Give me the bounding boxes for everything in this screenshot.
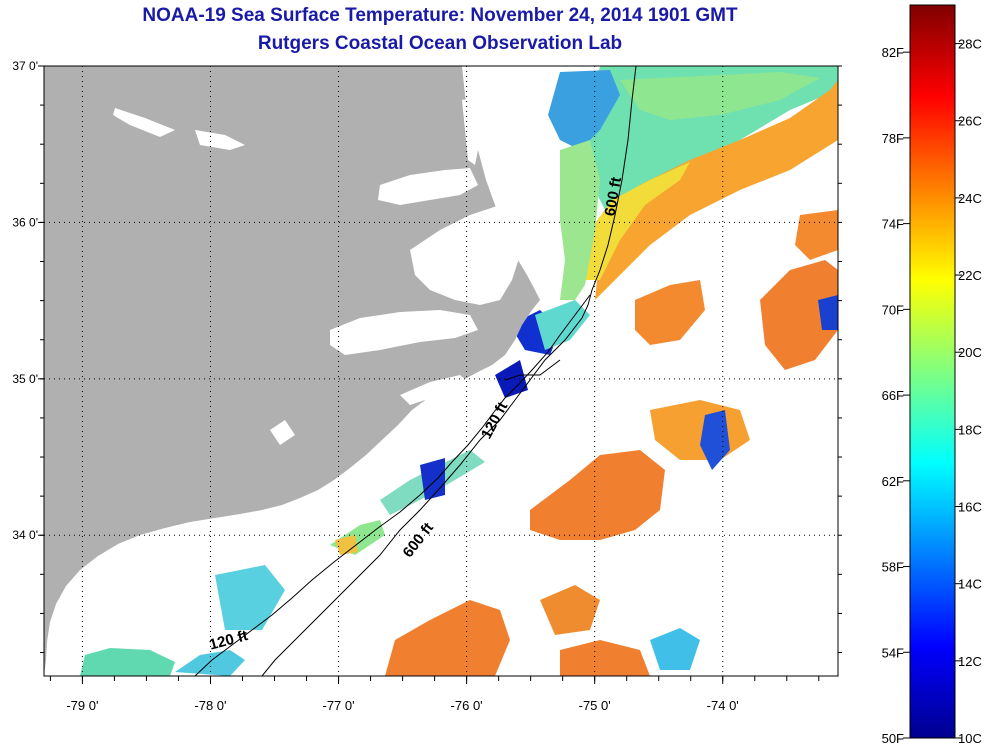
sound-neuse <box>330 310 478 355</box>
sst-patch-southwest <box>80 648 175 676</box>
sst-patch-offshore-4 <box>760 260 838 370</box>
colorbar-f-label: 66F <box>882 388 904 403</box>
colorbar-c-label: 16C <box>958 500 982 515</box>
colorbar-f-label: 82F <box>882 45 904 60</box>
sound-bogue <box>400 375 470 405</box>
lat-lon-grid <box>44 66 838 676</box>
lon-tick-label: -79 0' <box>66 698 98 713</box>
sst-patch-offshore-blue-1 <box>700 410 730 470</box>
lon-tick-label: -75 0' <box>579 698 611 713</box>
map-axes: -79 0' -78 0' -77 0' -76 0' -75 0' -74 0' 34 0… <box>12 59 842 713</box>
inland-lake-2 <box>195 130 245 150</box>
sst-patch-offshore-1 <box>635 280 705 345</box>
sst-layer <box>80 66 838 676</box>
colorbar-f-label: 54F <box>882 645 904 660</box>
colorbar-c-label: 22C <box>958 268 982 283</box>
sst-patch-offshore-8 <box>560 640 650 676</box>
sst-patch-southwest-2 <box>175 650 245 676</box>
colorbar-c-label: 26C <box>958 114 982 129</box>
sst-patch-offshore-blue-2 <box>818 295 838 330</box>
sst-patch-offshore-7 <box>540 585 600 635</box>
colorbar-f-label: 70F <box>882 302 904 317</box>
sst-patch-offshore-6 <box>385 600 510 676</box>
colorbar-c-label: 14C <box>958 577 982 592</box>
colorbar-gradient <box>909 4 956 739</box>
land-north-carolina <box>44 66 540 676</box>
colorbar-c-label: 24C <box>958 191 982 206</box>
sst-patch-offshore-2 <box>530 450 665 540</box>
inland-lake-1 <box>113 108 175 137</box>
lat-tick-label: 35 0' <box>12 372 38 386</box>
sst-patch-north-green <box>620 72 820 120</box>
sst-patch-hatteras-green <box>560 140 600 300</box>
sound-albemarle <box>378 168 478 205</box>
sst-patch-onslow-yellow <box>335 535 358 555</box>
colorbar-labels: 28C 26C 24C 22C 20C 18C 16C 14C 12C 10C 82F 78F 74F 7… <box>882 37 982 746</box>
colorbar-c-label: 10C <box>958 731 982 746</box>
contour-120ft-inner <box>504 359 561 381</box>
map-title: NOAA-19 Sea Surface Temperature: Novembe… <box>142 5 738 26</box>
lat-tick-label: 34 0' <box>12 528 38 542</box>
sst-patch-gulfstream <box>595 80 838 300</box>
lon-tick-label: -74 0' <box>707 698 739 713</box>
colorbar-f-label: 74F <box>882 217 904 232</box>
colorbar-c-label: 20C <box>958 345 982 360</box>
lon-tick-label: -76 0' <box>451 698 483 713</box>
sounds <box>113 98 520 445</box>
contour-120ft <box>194 294 591 676</box>
lon-tick-label: -78 0' <box>194 698 226 713</box>
colorbar-f-label: 50F <box>882 731 904 746</box>
inland-river-1 <box>270 420 295 445</box>
lat-tick-label: 36 0' <box>12 215 38 229</box>
sst-patch-longbay-cyan <box>215 565 285 630</box>
map-subtitle: Rutgers Coastal Ocean Observation Lab <box>257 33 623 54</box>
contour-label: 600 ft <box>602 176 626 218</box>
lat-tick-label: 37 0' <box>12 59 38 73</box>
lon-tick-label: -77 0' <box>322 698 354 713</box>
sst-patch-gulfstream-yellow <box>585 162 690 280</box>
colorbar-f-label: 78F <box>882 131 904 146</box>
sst-patch-coastal-blue-2 <box>495 360 528 398</box>
colorbar-c-label: 18C <box>958 422 982 437</box>
colorbar-c-label: 12C <box>958 654 982 669</box>
sst-patch-offshore-5 <box>795 210 838 260</box>
sound-pamlico <box>410 205 520 305</box>
colorbar-f-label: 58F <box>882 560 904 575</box>
colorbar-f-label: 62F <box>882 474 904 489</box>
plot-border <box>43 65 839 677</box>
sst-patch-north-blue <box>548 70 620 150</box>
sst-patch-offshore-cyan <box>650 628 700 670</box>
colorbar: 28C 26C 24C 22C 20C 18C 16C 14C 12C 10C 82F 78F 74F 7… <box>882 4 982 746</box>
colorbar-c-label: 28C <box>958 37 982 52</box>
sound-currituck <box>462 98 480 165</box>
